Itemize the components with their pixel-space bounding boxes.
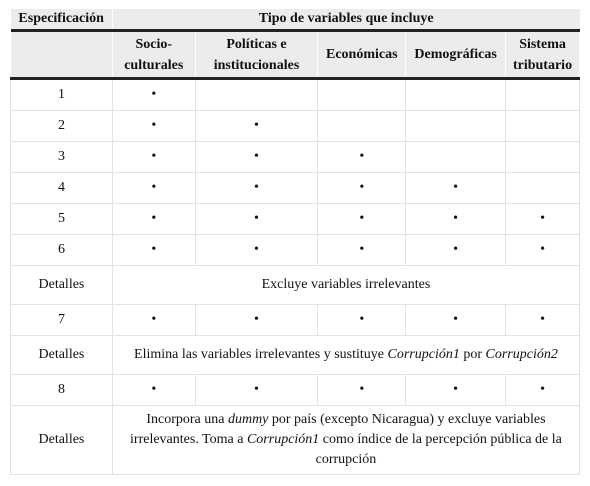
column-header: Demográficas [405, 30, 507, 80]
note-text: por país (excepto Nicaragua) y excluye v… [130, 412, 546, 447]
cell [505, 141, 580, 173]
row-label: 1 [10, 78, 113, 111]
header-cell [10, 30, 113, 80]
note-cell: Elimina las variables irrelevantes y sus… [111, 335, 581, 375]
cell: • [405, 172, 507, 204]
cell: • [111, 304, 196, 336]
cell: • [111, 141, 196, 173]
cell: • [111, 110, 196, 142]
cell: • [111, 172, 196, 204]
row-label: Detalles [10, 335, 113, 375]
cell: • [194, 172, 319, 204]
note-text: Corrupción1 [387, 347, 460, 362]
table-row: Detalles Elimina las variables irrelevant… [10, 335, 581, 375]
cell: • [317, 141, 407, 173]
header-cell: Especificación [10, 9, 113, 32]
header-row: Socio-culturales Políticas e instituciona… [10, 30, 580, 80]
cell: • [505, 203, 580, 235]
table-row: 7 • • • • • [10, 304, 580, 336]
cell: • [405, 203, 507, 235]
cell [317, 110, 407, 142]
row-label: 7 [10, 304, 113, 336]
cell: • [405, 374, 507, 406]
cell: • [194, 374, 319, 406]
cell [505, 78, 580, 111]
cell: • [505, 374, 580, 406]
column-header: Sistema tributario [505, 30, 580, 80]
note-text: por [459, 347, 486, 362]
row-label: Detalles [10, 405, 113, 475]
cell: • [111, 374, 196, 406]
row-label: 8 [10, 374, 113, 406]
cell [194, 78, 319, 111]
table-body: 1 • 2 • • 3 • • • 4 • • • • 5 • • • • • 6 • • • • • Detalles Excluy… [10, 78, 581, 475]
cell [405, 78, 507, 111]
cell [505, 172, 580, 204]
table-row: 6 • • • • • [10, 234, 580, 266]
table-row: 2 • • [10, 110, 580, 142]
cell: • [405, 304, 507, 336]
cell: • [194, 110, 319, 142]
table-row: 3 • • • [10, 141, 580, 173]
cell [317, 78, 407, 111]
table-row: 4 • • • • [10, 172, 580, 204]
row-label: 2 [10, 110, 113, 142]
cell [405, 110, 507, 142]
note-text: Corrupción2 [485, 347, 558, 362]
cell: • [317, 234, 407, 266]
row-label: 3 [10, 141, 113, 173]
cell: • [194, 234, 319, 266]
note-text: Elimina las variables irrelevantes y sus… [134, 347, 388, 362]
cell [505, 110, 580, 142]
row-label: 6 [10, 234, 113, 266]
cell: • [317, 374, 407, 406]
row-label: 5 [10, 203, 113, 235]
cell: • [194, 141, 319, 173]
table-row: 1 • [10, 78, 580, 111]
row-label: 4 [10, 172, 113, 204]
note-text: Corrupción1 [246, 432, 320, 447]
note-text: Incorpora una [146, 412, 228, 427]
table-row: Detalles Excluye variables irrelevantes [10, 265, 581, 305]
cell [405, 141, 507, 173]
cell: • [194, 304, 319, 336]
header-cell: Tipo de variables que incluye [112, 9, 580, 32]
cell: • [505, 304, 580, 336]
cell: • [317, 203, 407, 235]
header-row: Especificación Tipo de variables que inc… [10, 9, 580, 32]
cell: • [194, 203, 319, 235]
cell: • [317, 304, 407, 336]
column-header: Económicas [317, 30, 407, 80]
cell: • [405, 234, 507, 266]
table-row: Detalles Incorpora una dummy por país (ex… [10, 405, 581, 475]
note-text: dummy [227, 412, 269, 427]
column-header: Socio-culturales [112, 30, 196, 80]
cell: • [317, 172, 407, 204]
note-text: como índice de la percepción pública de … [315, 432, 562, 467]
column-header: Políticas e institucionales [195, 30, 319, 80]
cell: • [111, 234, 196, 266]
table-row: 8 • • • • • [10, 374, 580, 406]
table-row: 5 • • • • • [10, 203, 580, 235]
cell: • [111, 78, 196, 111]
note-cell: Incorpora una dummy por país (excepto Ni… [111, 405, 581, 475]
note-text: Excluye variables irrelevantes [261, 277, 431, 292]
spec-table: Especificación Tipo de variables que inc… [10, 9, 581, 475]
cell: • [111, 203, 196, 235]
cell: • [505, 234, 580, 266]
row-label: Detalles [10, 265, 113, 305]
note-cell: Excluye variables irrelevantes [111, 265, 581, 305]
